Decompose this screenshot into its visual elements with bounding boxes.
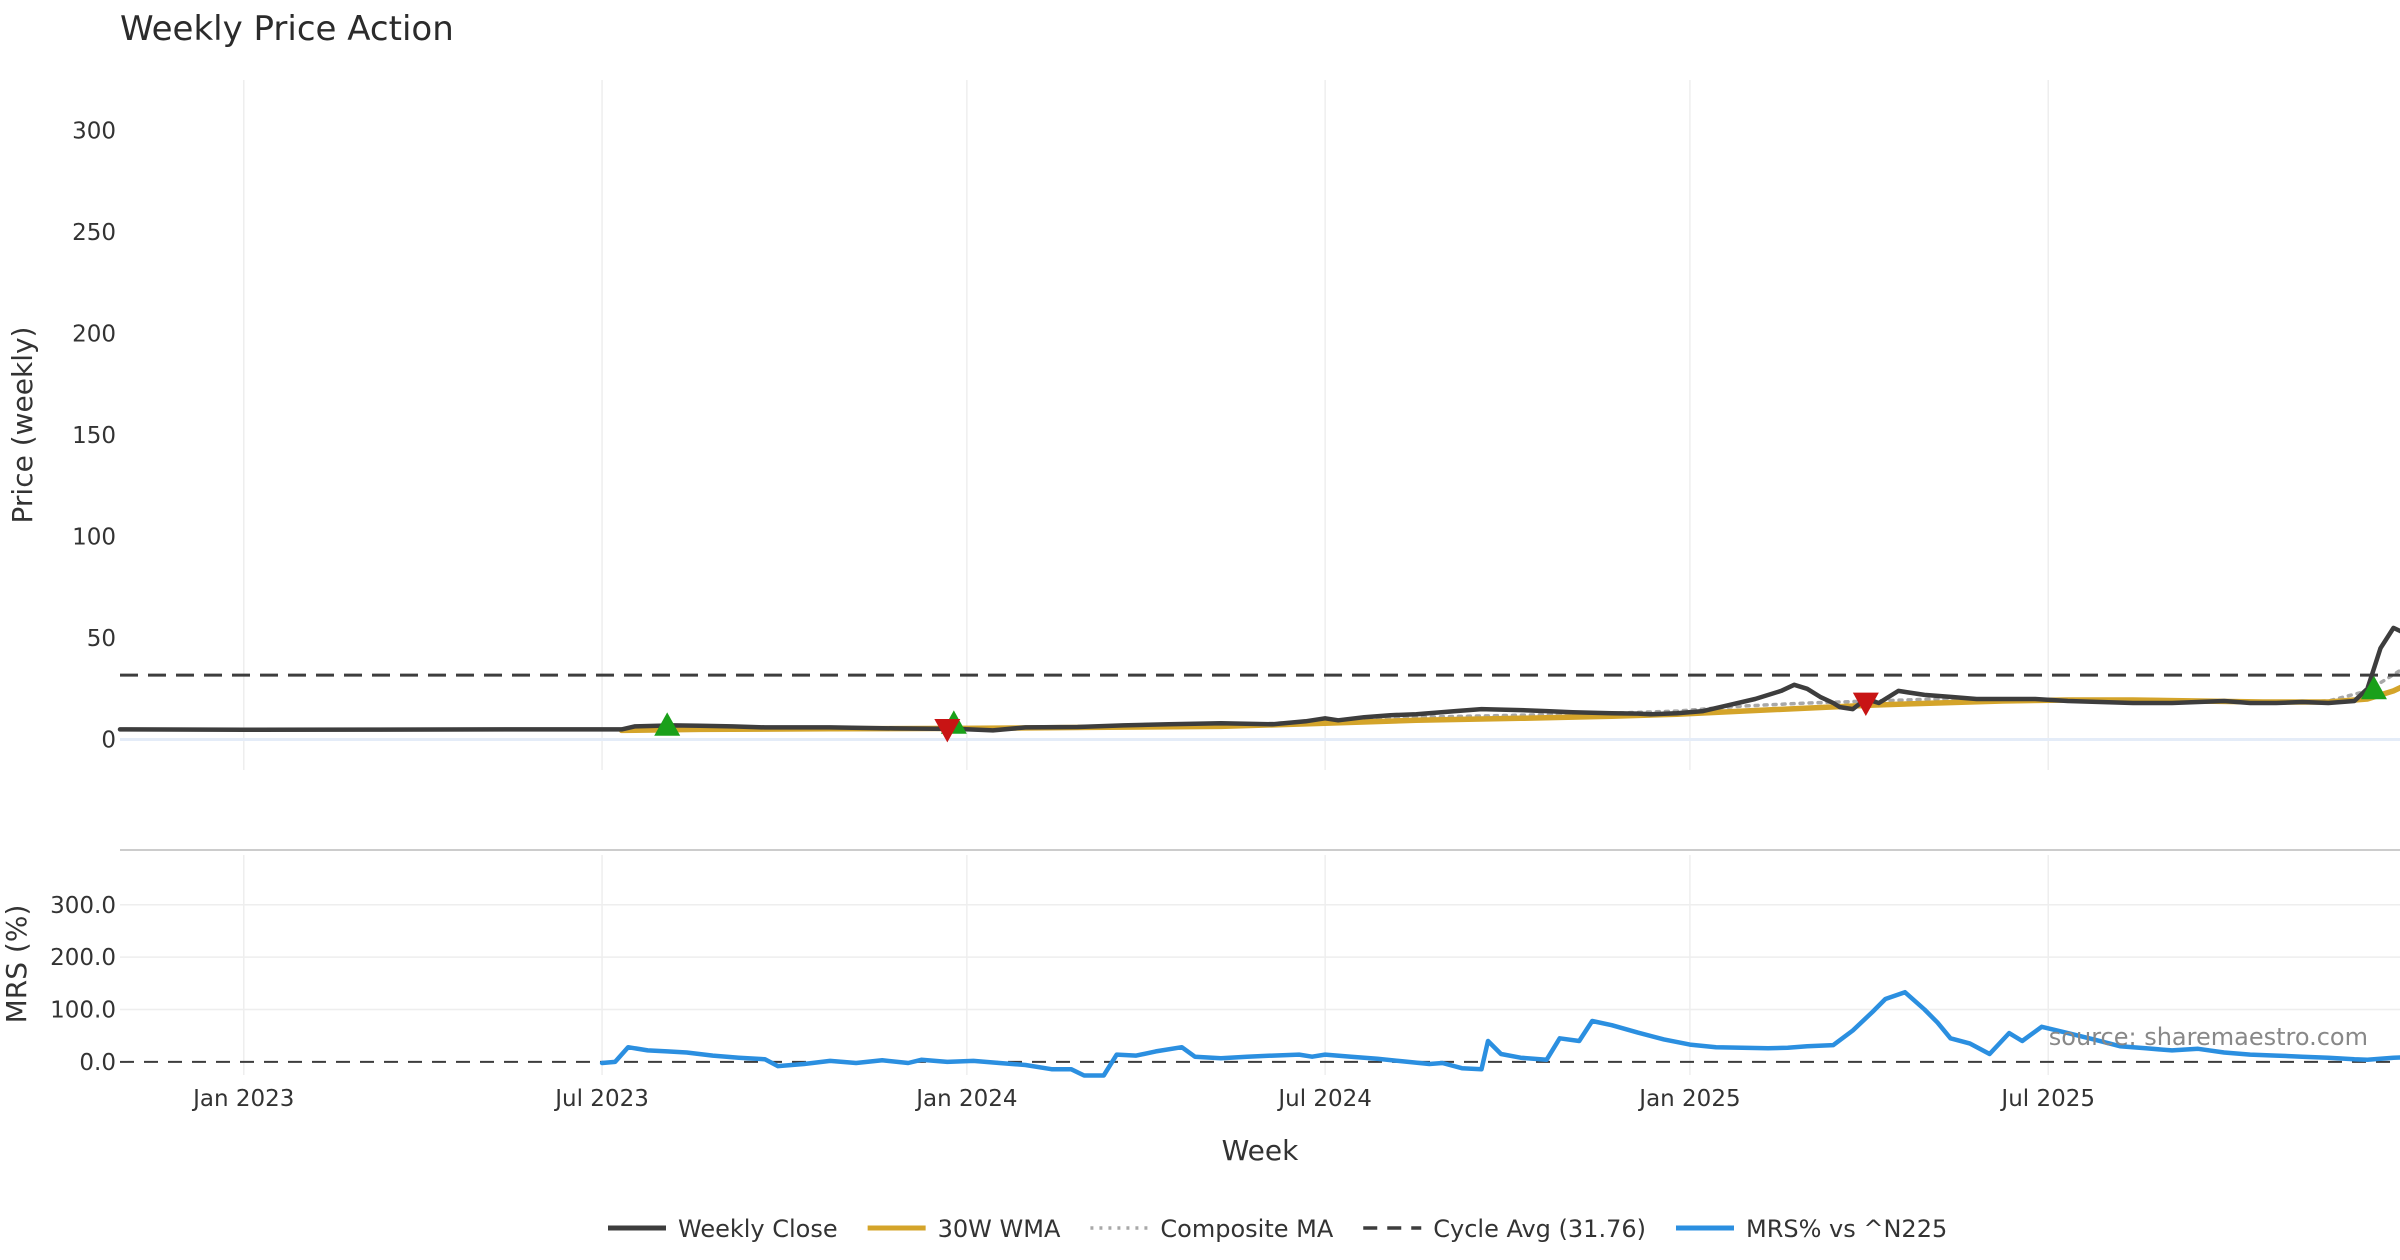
price-y-tick-0: 0 — [101, 728, 116, 754]
legend-item-mrs-vs-n225: MRS% vs ^N225 — [1675, 1215, 1947, 1243]
source-credit: source: sharemaestro.com — [2049, 1023, 2368, 1051]
price-y-tick-100: 100 — [72, 525, 116, 551]
x-tick-jul-2023: Jul 2023 — [553, 1086, 649, 1112]
buy-signal-marker-3 — [2360, 675, 2387, 700]
legend-item-weekly-close: Weekly Close — [608, 1215, 838, 1243]
price-y-tick-150: 150 — [72, 423, 116, 449]
x-tick-jan-2024: Jan 2024 — [914, 1086, 1017, 1112]
x-tick-jan-2023: Jan 2023 — [191, 1086, 294, 1112]
x-ticks: Jan 2023 Jul 2023 Jan 2024 Jul 2024 Jan 2025… — [191, 1086, 2095, 1112]
series-mrs-vs-n225 — [599, 989, 2400, 1078]
x-tick-jan-2025: Jan 2025 — [1637, 1086, 1740, 1112]
x-tick-jul-2025: Jul 2025 — [1999, 1086, 2095, 1112]
sell-signal-marker-1 — [934, 719, 961, 743]
legend-item-30w-wma: 30W WMA — [867, 1215, 1061, 1243]
legend-label-30w-wma: 30W WMA — [938, 1215, 1061, 1243]
price-y-tick-300: 300 — [72, 119, 116, 145]
mrs-y-tick-200: 200.0 — [50, 945, 116, 971]
price-series — [117, 625, 2400, 734]
x-tick-jul-2024: Jul 2024 — [1276, 1086, 1372, 1112]
price-y-axis-label: Price (weekly) — [6, 327, 39, 524]
legend-item-cycle-avg-31-76: Cycle Avg (31.76) — [1363, 1215, 1646, 1243]
legend-label-cycle-avg-31-76: Cycle Avg (31.76) — [1433, 1215, 1646, 1243]
legend-item-composite-ma: Composite MA — [1090, 1215, 1334, 1243]
sell-signal-marker-2 — [1852, 692, 1879, 717]
price-gridlines — [120, 80, 2400, 770]
legend-label-mrs-vs-n225: MRS% vs ^N225 — [1746, 1215, 1947, 1243]
price-y-ticks: 0 50 100 150 200 250 300 — [72, 119, 116, 754]
legend: Weekly Close 30W WMA Composite MA Cycle Avg… — [608, 1215, 1947, 1243]
legend-label-weekly-close: Weekly Close — [678, 1215, 838, 1243]
legend-label-composite-ma: Composite MA — [1160, 1215, 1333, 1243]
mrs-y-ticks: 0.0 100.0 200.0 300.0 — [50, 893, 116, 1076]
mrs-y-tick-300: 300.0 — [50, 893, 116, 919]
mrs-y-tick-0: 0.0 — [79, 1050, 116, 1076]
mrs-gridlines — [120, 855, 2400, 1075]
mrs-series — [120, 989, 2400, 1078]
x-axis-label: Week — [1222, 1134, 1299, 1167]
mrs-y-axis-label: MRS (%) — [0, 905, 33, 1024]
price-y-tick-50: 50 — [87, 626, 116, 652]
mrs-y-tick-100: 100.0 — [50, 998, 116, 1024]
series-weekly-close — [117, 625, 2400, 733]
series-30w-wma — [618, 684, 2400, 734]
buy-signal-marker-1 — [654, 712, 681, 736]
series-composite-ma — [619, 668, 2400, 733]
signal-markers — [654, 675, 2387, 743]
price-y-tick-200: 200 — [72, 322, 116, 348]
price-y-tick-250: 250 — [72, 220, 116, 246]
chart-title: Weekly Price Action — [120, 9, 454, 49]
